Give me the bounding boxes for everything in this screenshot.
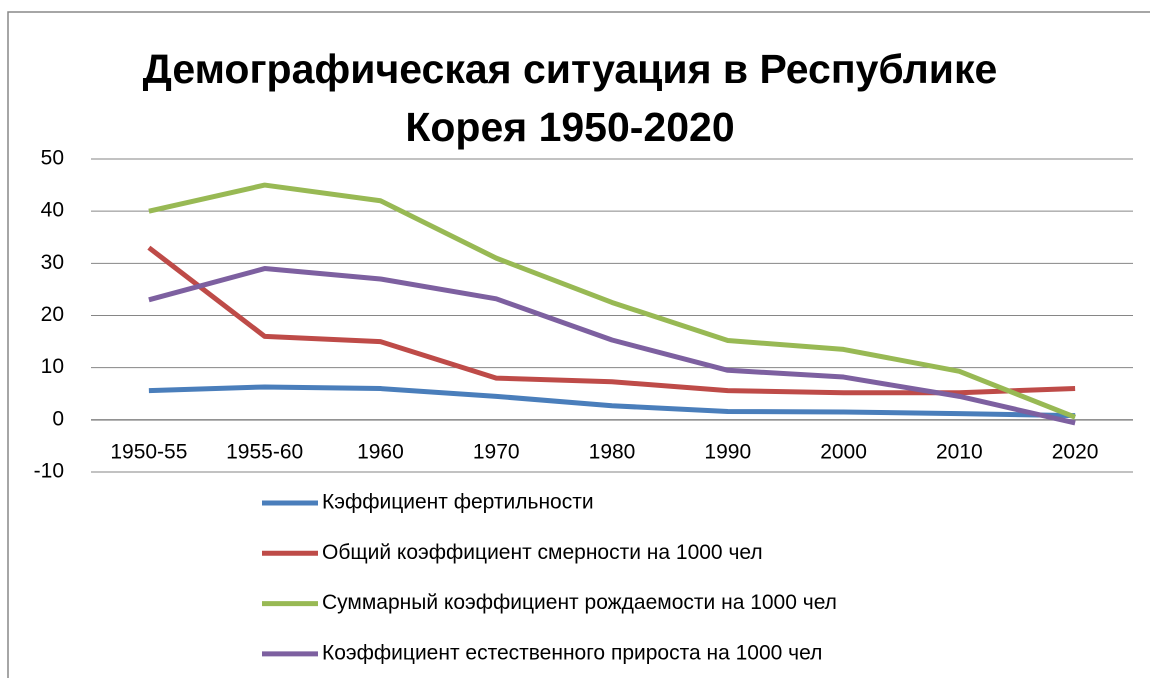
x-tick-label: 1970 (473, 440, 520, 463)
legend-label: Суммарный коэффициент рождаемости на 100… (322, 591, 837, 614)
chart-title: Демографическая ситуация в Республике Ко… (142, 46, 998, 150)
legend-label: Кэффициент фертильности (322, 491, 594, 514)
y-tick-label: 40 (41, 199, 64, 222)
series-line (148, 266, 1076, 426)
x-tick-label: 2020 (1052, 440, 1099, 463)
legend-label: Общий коэффициент смерности на 1000 чел (322, 541, 763, 564)
x-tick-label: 2010 (936, 440, 983, 463)
y-tick-label: 10 (41, 355, 64, 378)
x-tick-label: 2000 (820, 440, 867, 463)
y-tick-label: -10 (34, 460, 64, 483)
y-tick-label: 0 (52, 407, 64, 430)
y-tick-label: 50 (41, 147, 64, 170)
legend-label: Коэффициент естественного прироста на 10… (322, 641, 822, 664)
series-line (148, 384, 1076, 419)
x-tick-label: 1960 (357, 440, 404, 463)
x-tick-label: 1955-60 (226, 440, 303, 463)
y-tick-label: 30 (41, 251, 64, 274)
x-tick-label: 1980 (589, 440, 636, 463)
x-tick-label: 1990 (704, 440, 751, 463)
chart-frame (7, 11, 1150, 678)
series-line (147, 245, 1076, 396)
y-tick-label: 20 (41, 303, 64, 326)
series-line (148, 182, 1077, 420)
x-tick-label: 1950-55 (110, 440, 187, 463)
